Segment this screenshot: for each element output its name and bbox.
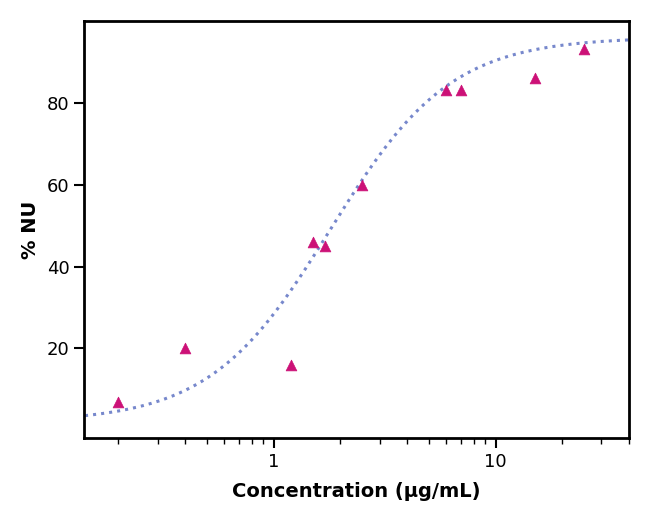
- X-axis label: Concentration (μg/mL): Concentration (μg/mL): [233, 482, 481, 501]
- Point: [113, 397, 124, 406]
- Y-axis label: % NU: % NU: [21, 200, 40, 259]
- Point: [530, 74, 540, 82]
- Point: [441, 86, 452, 94]
- Point: [456, 86, 466, 94]
- Point: [307, 238, 318, 246]
- Point: [357, 181, 367, 189]
- Point: [180, 344, 190, 352]
- Point: [320, 242, 330, 250]
- Point: [578, 45, 589, 54]
- Point: [286, 361, 296, 369]
